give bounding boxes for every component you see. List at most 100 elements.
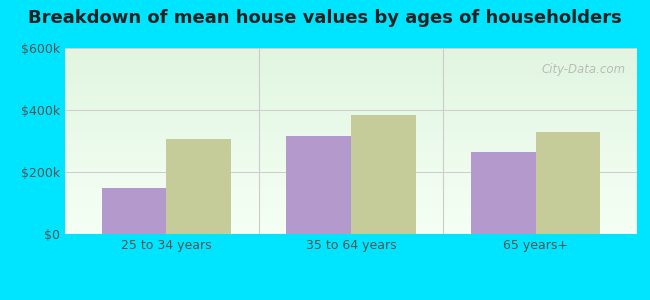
Bar — [65, 226, 637, 227]
Bar — [65, 223, 637, 224]
Bar — [65, 169, 637, 170]
Bar — [65, 52, 637, 53]
Bar — [65, 196, 637, 197]
Bar — [65, 214, 637, 215]
Bar — [65, 152, 637, 153]
Bar — [65, 111, 637, 112]
Bar — [65, 163, 637, 164]
Text: Breakdown of mean house values by ages of householders: Breakdown of mean house values by ages o… — [28, 9, 622, 27]
Bar — [65, 192, 637, 193]
Bar — [65, 118, 637, 119]
Bar — [65, 67, 637, 68]
Bar — [65, 141, 637, 142]
Bar — [65, 202, 637, 203]
Bar — [65, 164, 637, 165]
Bar — [65, 188, 637, 189]
Bar — [65, 135, 637, 136]
Bar — [65, 117, 637, 118]
Bar — [65, 213, 637, 214]
Bar — [65, 90, 637, 91]
Bar — [65, 228, 637, 229]
Bar — [65, 60, 637, 61]
Bar — [65, 172, 637, 173]
Bar — [65, 219, 637, 220]
Bar — [65, 49, 637, 50]
Bar — [65, 157, 637, 158]
Bar — [65, 198, 637, 199]
Bar — [65, 151, 637, 152]
Bar — [65, 168, 637, 169]
Bar — [65, 171, 637, 172]
Bar — [65, 218, 637, 219]
Bar — [65, 129, 637, 130]
Bar — [471, 152, 536, 234]
Bar — [65, 160, 637, 161]
Bar — [65, 57, 637, 58]
Bar — [65, 136, 637, 137]
Text: City-Data.com: City-Data.com — [541, 63, 625, 76]
Bar — [65, 146, 637, 147]
Bar — [65, 133, 637, 134]
Bar — [65, 58, 637, 59]
Bar — [65, 148, 637, 149]
Bar — [65, 48, 637, 49]
Bar — [65, 200, 637, 202]
Bar — [65, 99, 637, 100]
Bar — [65, 93, 637, 94]
Bar — [65, 179, 637, 180]
Bar — [65, 120, 637, 121]
Bar — [65, 87, 637, 88]
Bar — [65, 154, 637, 155]
Bar — [65, 156, 637, 157]
Bar — [65, 210, 637, 211]
Bar — [65, 68, 637, 69]
Bar — [65, 128, 637, 129]
Bar — [65, 86, 637, 87]
Bar — [65, 66, 637, 67]
Bar — [65, 181, 637, 182]
Bar — [65, 82, 637, 83]
Bar — [65, 195, 637, 196]
Bar — [65, 150, 637, 151]
Bar — [65, 132, 637, 133]
Bar — [65, 189, 637, 190]
Bar — [65, 121, 637, 122]
Bar — [65, 61, 637, 62]
Bar — [65, 155, 637, 156]
Bar — [65, 123, 637, 124]
Bar — [65, 232, 637, 233]
Bar — [65, 144, 637, 145]
Bar — [65, 77, 637, 78]
Bar — [65, 107, 637, 108]
Bar — [65, 84, 637, 85]
Bar — [65, 220, 637, 221]
Bar — [65, 75, 637, 76]
Bar — [65, 193, 637, 194]
Bar — [65, 178, 637, 179]
Bar — [351, 115, 415, 234]
Bar — [65, 92, 637, 93]
Bar — [65, 56, 637, 57]
Bar — [65, 184, 637, 185]
Bar — [65, 70, 637, 71]
Bar — [65, 101, 637, 102]
Bar — [65, 204, 637, 205]
Bar — [65, 187, 637, 188]
Bar — [65, 138, 637, 139]
Bar — [65, 94, 637, 95]
Bar — [65, 115, 637, 116]
Bar — [65, 143, 637, 144]
Bar — [65, 102, 637, 103]
Bar — [65, 65, 637, 66]
Bar — [65, 122, 637, 123]
Bar — [65, 139, 637, 140]
Bar — [65, 83, 637, 84]
Bar — [65, 142, 637, 143]
Bar — [65, 208, 637, 209]
Bar — [102, 188, 166, 234]
Bar — [65, 202, 637, 203]
Bar — [65, 158, 637, 159]
Bar — [65, 98, 637, 99]
Bar — [65, 54, 637, 55]
Bar — [65, 51, 637, 52]
